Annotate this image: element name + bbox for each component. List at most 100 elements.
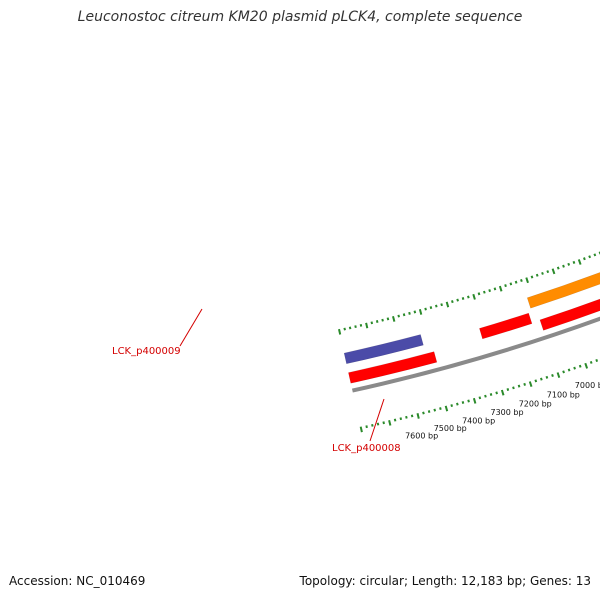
tick-mark [567, 262, 571, 266]
tick-mark [535, 273, 539, 277]
gene-arrow-upper-blue[interactable] [343, 334, 424, 365]
gene-arrow-upper-red[interactable] [348, 351, 438, 384]
tick-mark [416, 413, 420, 419]
tick-mark [424, 307, 427, 311]
tick-mark [418, 309, 423, 315]
tick-mark [467, 295, 470, 299]
tick-mark [478, 396, 482, 400]
tick-mark [444, 405, 449, 412]
tick-mark [556, 266, 560, 270]
tick-mark [450, 404, 453, 408]
gene-label-group: LCK_p400009 LCK_p400008 [112, 308, 401, 454]
tick-mark [525, 277, 529, 284]
scale-label: 7200 bp [519, 399, 552, 408]
tick-mark [495, 391, 498, 395]
tick-mark [528, 381, 533, 388]
plasmid-backbone [351, 316, 600, 393]
gene-arrow-right-red[interactable] [539, 272, 600, 331]
tick-mark [440, 303, 443, 307]
tick-mark [382, 421, 385, 425]
tick-mark [498, 285, 503, 292]
tick-mark [386, 317, 390, 321]
tick-mark [343, 327, 346, 331]
tick-mark [489, 393, 493, 396]
tick-mark [551, 373, 554, 378]
tick-mark [517, 384, 521, 388]
tick-mark [583, 257, 586, 261]
tick-mark [392, 316, 396, 322]
tick-mark [376, 422, 380, 426]
tick-mark [467, 399, 470, 403]
tick-mark [410, 414, 414, 418]
tick-mark [439, 407, 442, 411]
tick-mark [435, 304, 438, 308]
tick-mark [504, 284, 507, 288]
gene-track [343, 248, 600, 384]
tick-mark [523, 382, 526, 386]
tick-mark [567, 368, 571, 372]
tick-mark [456, 402, 459, 406]
tick-mark [388, 419, 392, 426]
tick-mark [370, 321, 374, 325]
tick-mark [472, 293, 476, 300]
tick-mark [577, 259, 582, 265]
tick-mark [578, 364, 582, 368]
tick-mark [551, 268, 556, 275]
tick-mark [413, 310, 417, 314]
gene-arrow-lck-p400008[interactable] [526, 248, 600, 309]
leader-lck-p400009 [179, 308, 203, 347]
gene-arrow-lck-p400009[interactable] [479, 312, 533, 340]
tick-mark [365, 425, 368, 429]
tick-mark [365, 322, 369, 329]
scale-label: 7500 bp [434, 424, 467, 433]
scale-label: 7100 bp [547, 390, 580, 399]
tick-mark [595, 358, 599, 363]
tick-mark [493, 287, 497, 291]
tick-mark [483, 290, 486, 294]
tick-mark [427, 410, 431, 414]
tick-mark [451, 300, 454, 304]
tick-mark [593, 253, 597, 257]
tick-mark [514, 280, 518, 284]
tick-mark [572, 260, 576, 264]
tick-mark [461, 297, 465, 300]
tick-mark [461, 401, 465, 404]
tick-mark [393, 418, 397, 422]
tick-mark [562, 370, 565, 374]
accession-text: Accession: NC_010469 [9, 574, 146, 588]
tick-mark [509, 282, 513, 286]
tick-mark [573, 366, 576, 370]
gene-label-lck-p400008[interactable]: LCK_p400008 [332, 443, 401, 454]
tick-mark [456, 298, 459, 302]
tick-mark [530, 275, 534, 279]
tick-mark [348, 326, 352, 330]
tick-mark [397, 314, 400, 318]
gene-label-lck-p400009[interactable]: LCK_p400009 [112, 346, 181, 357]
tick-mark [584, 362, 589, 369]
tick-mark [399, 417, 403, 421]
scale-label: 7600 bp [405, 432, 438, 441]
topology-summary-text: Topology: circular; Length: 12,183 bp; G… [299, 574, 591, 588]
leader-lck-p400008 [369, 398, 385, 442]
tick-mark [472, 397, 477, 404]
tick-mark [546, 270, 550, 274]
tick-mark [445, 301, 450, 308]
scale-label: 7300 bp [491, 408, 524, 417]
tick-mark [422, 411, 425, 415]
tick-mark [359, 323, 363, 327]
map-title: Leuconostoc citreum KM20 plasmid pLCK4, … [77, 9, 523, 25]
tick-mark [488, 289, 491, 293]
tick-mark [589, 360, 593, 364]
tick-mark [588, 255, 592, 259]
tick-mark [520, 278, 523, 283]
tick-mark [477, 292, 481, 296]
tick-mark [429, 306, 433, 310]
tick-mark [540, 377, 543, 381]
tick-mark [512, 386, 515, 390]
scale-label: 7000 bp [575, 381, 600, 390]
tick-mark [506, 388, 510, 391]
tick-mark [354, 325, 357, 329]
